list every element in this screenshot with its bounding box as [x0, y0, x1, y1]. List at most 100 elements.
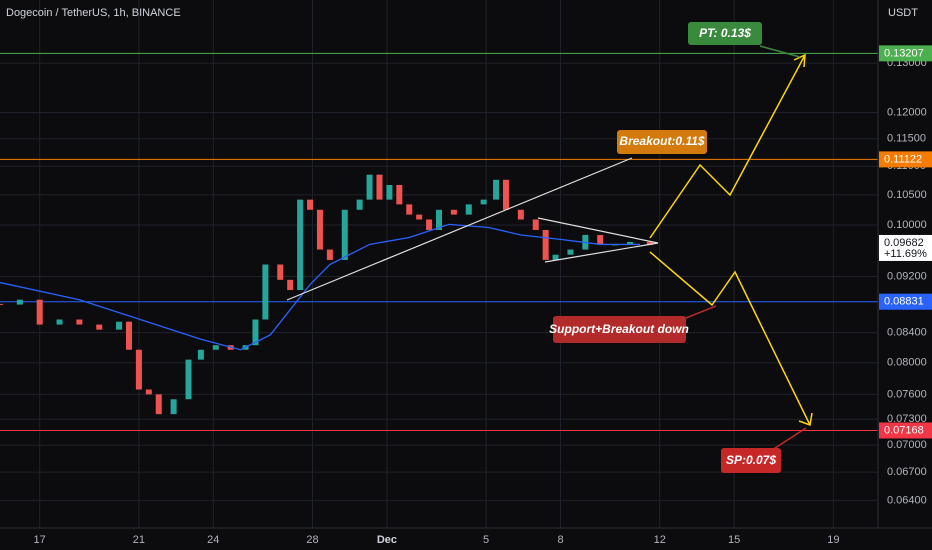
level-label-box: [879, 151, 932, 168]
candle-body: [297, 199, 304, 291]
y-tick-label: 0.10500: [887, 189, 927, 201]
candle-body: [96, 324, 103, 330]
candle-body: [155, 394, 162, 415]
annotation: Support+Breakout down: [549, 322, 689, 336]
y-tick-label: 0.12000: [887, 106, 927, 118]
candle-body: [16, 299, 23, 305]
x-tick-label: 24: [207, 534, 219, 546]
x-tick-label: 12: [654, 534, 666, 546]
x-tick-label: 8: [557, 534, 563, 546]
annotation-box: [721, 448, 781, 473]
candle-body: [542, 229, 549, 260]
x-tick-label: 15: [728, 534, 740, 546]
candle-body: [480, 199, 487, 205]
annotation-box: [688, 22, 762, 45]
candle-body: [287, 279, 294, 291]
x-tick-label: 19: [827, 534, 839, 546]
candle-body: [646, 241, 653, 246]
last-change: +11.69%: [884, 248, 927, 260]
triangle-upper: [537, 217, 659, 244]
candle-body: [396, 184, 403, 205]
level-label-box: [879, 422, 932, 439]
candle-body: [532, 219, 539, 230]
annotation-box: [617, 130, 707, 154]
bull-path: [649, 54, 806, 239]
candle-body: [426, 219, 433, 230]
candle-body: [406, 204, 413, 215]
candle-body: [262, 264, 269, 320]
candle-body: [626, 241, 633, 245]
candle-body: [366, 174, 373, 200]
candle-body: [597, 234, 604, 245]
candle-body: [567, 249, 574, 255]
y-tick-label: 0.11500: [887, 133, 926, 145]
callout-tail: [685, 305, 717, 319]
candle-body: [326, 249, 333, 260]
candle-body: [56, 319, 63, 325]
level-label: 0.13207: [884, 47, 924, 59]
candle-body: [212, 345, 219, 350]
annotation: PT: 0.13$: [699, 26, 751, 40]
candle-body: [76, 319, 83, 325]
drawings: [286, 45, 813, 451]
y-tick-label: 0.08000: [887, 357, 927, 369]
y-tick-label: 0.07300: [887, 413, 927, 425]
candle-body: [517, 209, 524, 220]
level-label-box: [879, 293, 932, 310]
candle-body: [502, 179, 509, 210]
price-axis-panel: [878, 0, 932, 550]
bear-path: [649, 251, 811, 426]
level-label-box: [879, 45, 932, 62]
candle-body: [552, 254, 559, 260]
candle-body: [416, 214, 423, 220]
y-tick-label: 0.08400: [887, 327, 927, 339]
candle-body: [436, 209, 442, 230]
moving-average: [0, 223, 640, 351]
candle-body: [116, 321, 123, 330]
level-label: 0.07168: [884, 424, 924, 436]
candle-body: [170, 399, 177, 415]
y-tick-label: 0.09200: [887, 270, 927, 282]
candle-body: [376, 174, 383, 200]
candle-body: [450, 209, 457, 215]
level-label: 0.08831: [884, 296, 924, 308]
level-label: 0.11122: [884, 153, 922, 165]
candle-body: [316, 209, 323, 250]
last-price-box: [879, 234, 932, 261]
candle-body: [36, 299, 43, 325]
candle-body: [0, 303, 3, 305]
axis-unit: USDT: [888, 7, 918, 19]
annotation: SP:0.07$: [726, 453, 776, 467]
chart-title: Dogecoin / TetherUS, 1h, BINANCE: [6, 7, 181, 19]
annotation: Breakout:0.11$: [619, 134, 704, 148]
triangle-lower: [544, 242, 659, 263]
y-tick-label: 0.06400: [887, 494, 927, 506]
trendline: [286, 157, 633, 301]
x-tick-label: 28: [306, 534, 318, 546]
candle-body: [493, 179, 500, 200]
candle-body: [307, 199, 314, 210]
candle-body: [386, 184, 393, 200]
x-tick-label: 21: [133, 534, 145, 546]
callout-tail: [771, 427, 807, 451]
y-tick-label: 0.06700: [887, 466, 927, 478]
time-axis-panel: [0, 528, 932, 550]
candle-body: [125, 321, 132, 350]
y-tick-label: 0.10000: [887, 219, 927, 231]
arrow-head: [793, 53, 806, 68]
candle-body: [185, 359, 192, 400]
candle-body: [145, 389, 152, 395]
candle-body: [135, 349, 142, 390]
candle-body: [252, 319, 259, 346]
candle-body: [277, 264, 284, 280]
arrow-head: [798, 412, 813, 427]
x-tick-label: 17: [34, 534, 46, 546]
candle-body: [356, 199, 363, 210]
x-tick-label: 5: [483, 534, 489, 546]
y-tick-label: 0.07000: [887, 439, 927, 451]
annotation-box: [553, 316, 686, 343]
candle-body: [197, 349, 204, 360]
candle-body: [341, 209, 348, 260]
